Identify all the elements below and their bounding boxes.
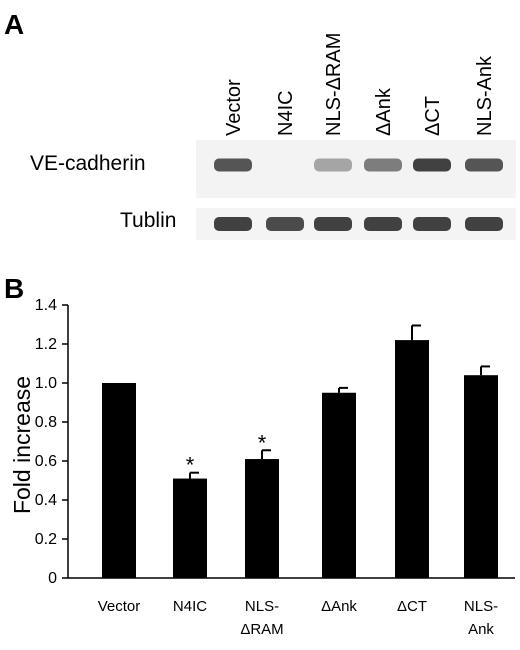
y-tick-label: 0.4: [35, 492, 57, 509]
bar-chart-panel: B Fold increase 0 0.2 0.4 0.6 0.8 1.0 1.2 1.4 *…: [4, 273, 515, 638]
lane-label: N4IC: [275, 90, 297, 136]
x-category-label: ΔRAM: [240, 621, 283, 638]
y-tick-label: 0.6: [35, 453, 57, 470]
lane-label: NLS-ΔRAM: [323, 33, 345, 136]
significance-marker: *: [186, 453, 195, 478]
blot-band: [314, 158, 352, 172]
x-category-label: Ank: [468, 621, 494, 638]
y-tick-label: 0.8: [35, 414, 57, 431]
x-category-labels: Vector N4IC NLS- ΔRAM ΔAnk ΔCT NLS- Ank: [98, 598, 498, 638]
y-tick-label: 1.4: [35, 297, 57, 314]
x-category-label: ΔAnk: [321, 598, 357, 615]
blot-band: [413, 158, 451, 172]
bar: [395, 340, 429, 578]
blot-band: [214, 158, 252, 172]
x-category-label: NLS-: [464, 598, 498, 615]
lane-label: NLS-Ank: [474, 55, 496, 136]
panel-b-letter: B: [4, 273, 24, 304]
panel-a-letter: A: [4, 9, 24, 40]
y-tick-label: 0: [48, 570, 57, 587]
lane-label: ΔCT: [422, 96, 444, 136]
bar: [464, 375, 498, 578]
y-tick-label: 1.0: [35, 375, 57, 392]
bar: [245, 459, 279, 578]
lane-label: Vector: [223, 79, 245, 136]
y-axis-label: Fold increase: [9, 376, 35, 514]
x-category-label: Vector: [98, 598, 141, 615]
blot-band: [465, 217, 503, 231]
blot-band: [413, 217, 451, 231]
x-category-label: ΔCT: [397, 598, 427, 615]
bar: [173, 478, 207, 578]
western-blot-panel: A Vector N4IC NLS-ΔRAM ΔAnk ΔCT NLS-Ank VE-ca…: [4, 9, 516, 240]
blot-row-label-tublin: Tublin: [120, 209, 176, 232]
blot-band: [266, 217, 304, 231]
bar: [322, 392, 356, 578]
significance-marker: *: [258, 430, 267, 455]
blot-band: [465, 158, 503, 172]
y-tick-label: 0.2: [35, 531, 57, 548]
blot-band: [364, 217, 402, 231]
lane-label: ΔAnk: [373, 87, 395, 136]
bar: [102, 383, 136, 578]
lane-labels: Vector N4IC NLS-ΔRAM ΔAnk ΔCT NLS-Ank: [223, 33, 496, 136]
blot-band: [364, 158, 402, 172]
blot-bands: [214, 158, 503, 231]
y-ticks: 0 0.2 0.4 0.6 0.8 1.0 1.2 1.4: [35, 297, 68, 587]
x-category-label: NLS-: [245, 598, 279, 615]
x-category-label: N4IC: [173, 598, 207, 615]
blot-row-label-vecadherin: VE-cadherin: [30, 152, 146, 175]
bars: **: [102, 324, 498, 578]
blot-band: [214, 217, 252, 231]
y-tick-label: 1.2: [35, 336, 57, 353]
blot-band: [314, 217, 352, 231]
